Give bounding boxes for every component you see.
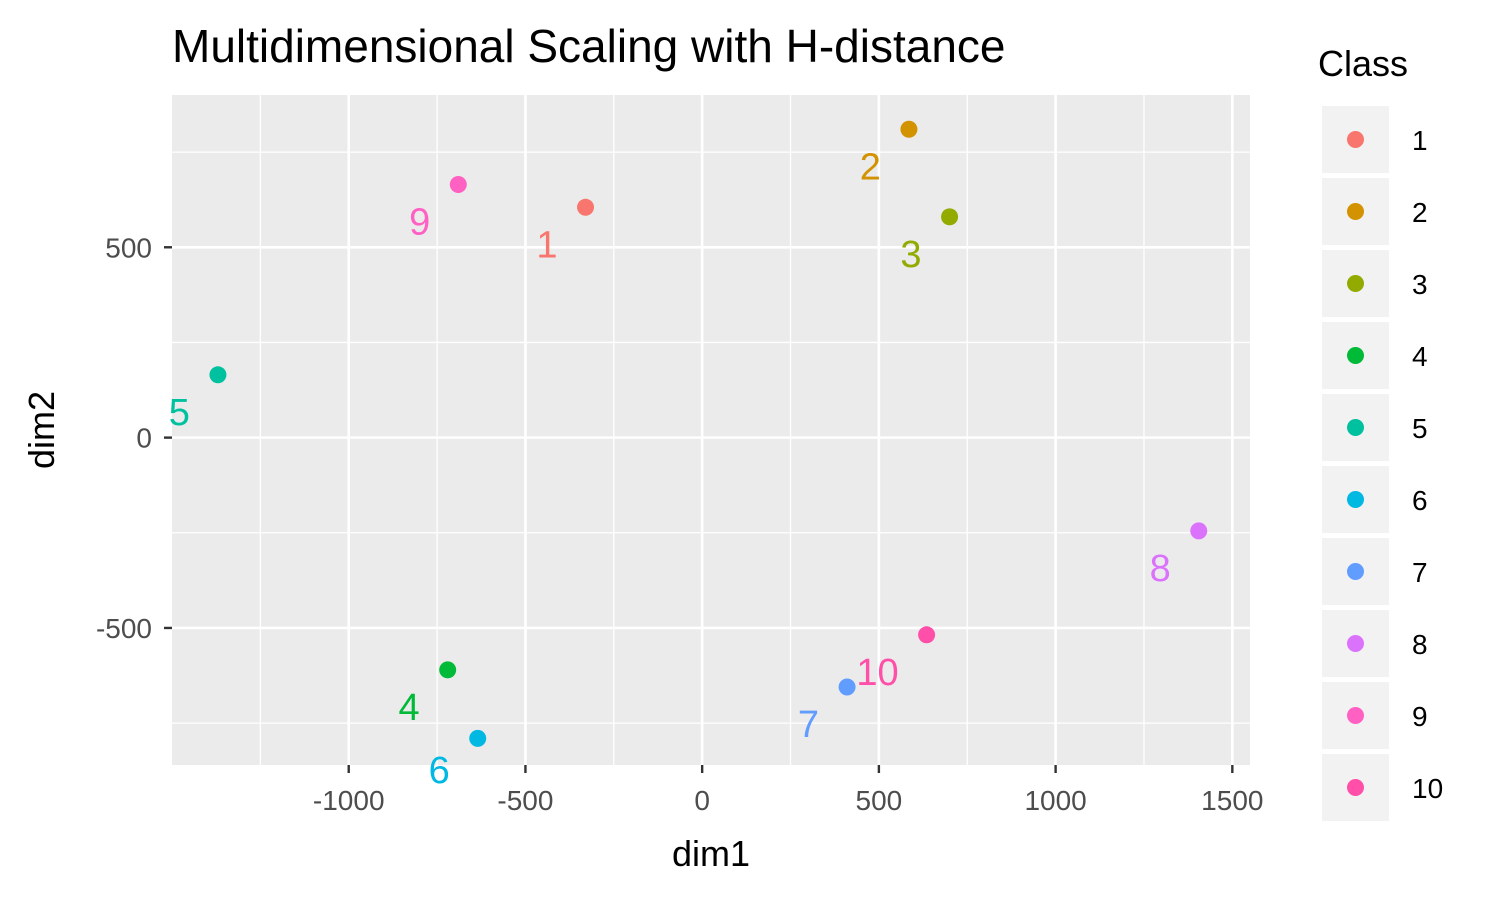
point-class-8 — [1190, 522, 1208, 540]
legend-item-3: 3 — [1322, 250, 1428, 317]
legend-key-dot — [1347, 635, 1364, 652]
point-label-class-9: 9 — [409, 201, 430, 243]
legend-item-9: 9 — [1322, 682, 1428, 749]
legend-key-dot — [1347, 779, 1364, 796]
x-tick-label: 0 — [694, 785, 710, 816]
point-class-6 — [469, 729, 487, 747]
point-class-10 — [918, 626, 936, 644]
legend-label: 10 — [1412, 773, 1443, 804]
point-label-class-7: 7 — [798, 704, 819, 746]
legend-key-dot — [1347, 707, 1364, 724]
legend-key-dot — [1347, 491, 1364, 508]
legend-key-dot — [1347, 131, 1364, 148]
legend-label: 3 — [1412, 269, 1428, 300]
point-label-class-4: 4 — [399, 687, 420, 729]
legend-label: 2 — [1412, 197, 1428, 228]
legend-label: 4 — [1412, 341, 1428, 372]
point-class-9 — [449, 175, 467, 193]
point-labels: 1 2 3 4 5 6 7 8 9 10 — [169, 146, 1171, 792]
plot-panel — [172, 95, 1250, 765]
legend-item-2: 2 — [1322, 178, 1428, 245]
y-tick-label: -500 — [96, 613, 152, 644]
legend-item-4: 4 — [1322, 322, 1428, 389]
legend-label: 5 — [1412, 413, 1428, 444]
point-label-class-8: 8 — [1150, 548, 1171, 590]
legend-label: 6 — [1412, 485, 1428, 516]
data-points — [209, 120, 1208, 747]
y-tick-label: 500 — [105, 232, 152, 263]
legend-item-5: 5 — [1322, 394, 1428, 461]
legend-key-dot — [1347, 419, 1364, 436]
legend-label: 9 — [1412, 701, 1428, 732]
legend-key-dot — [1347, 347, 1364, 364]
x-tick-label: 1000 — [1024, 785, 1086, 816]
x-tick-label: -500 — [497, 785, 553, 816]
point-class-4 — [439, 661, 457, 679]
legend: 1 2 3 4 5 6 7 8 9 10 — [1322, 106, 1443, 821]
point-class-1 — [577, 198, 595, 216]
point-label-class-2: 2 — [860, 146, 881, 188]
point-class-3 — [941, 208, 959, 226]
point-label-class-3: 3 — [900, 234, 921, 276]
chart-title: Multidimensional Scaling with H-distance — [172, 20, 1005, 72]
y-tick-label: 0 — [136, 423, 152, 454]
point-label-class-1: 1 — [536, 224, 557, 266]
x-axis-tick-labels: -1000 -500 0 500 1000 1500 — [313, 785, 1264, 816]
legend-item-1: 1 — [1322, 106, 1428, 173]
minor-gridlines — [172, 95, 1250, 765]
legend-label: 1 — [1412, 125, 1428, 156]
legend-key-dot — [1347, 275, 1364, 292]
legend-key-dot — [1347, 203, 1364, 220]
x-tick-label: 1500 — [1201, 785, 1263, 816]
point-label-class-6: 6 — [429, 750, 450, 792]
x-axis-title: dim1 — [672, 833, 750, 874]
legend-item-10: 10 — [1322, 754, 1443, 821]
major-gridlines — [172, 95, 1250, 765]
y-axis-title: dim2 — [21, 391, 62, 469]
x-tick-label: -1000 — [313, 785, 385, 816]
x-tick-label: 500 — [856, 785, 903, 816]
legend-key-dot — [1347, 563, 1364, 580]
legend-item-8: 8 — [1322, 610, 1428, 677]
point-class-5 — [209, 366, 227, 384]
y-axis-tick-labels: -500 0 500 — [96, 232, 152, 644]
point-class-7 — [838, 678, 856, 696]
axis-ticks — [164, 246, 1234, 773]
legend-title: Class — [1318, 43, 1408, 84]
legend-label: 8 — [1412, 629, 1428, 660]
point-label-class-5: 5 — [169, 392, 190, 434]
legend-label: 7 — [1412, 557, 1428, 588]
point-class-2 — [900, 120, 918, 138]
legend-item-7: 7 — [1322, 538, 1428, 605]
point-label-class-10: 10 — [856, 652, 898, 694]
legend-item-6: 6 — [1322, 466, 1428, 533]
